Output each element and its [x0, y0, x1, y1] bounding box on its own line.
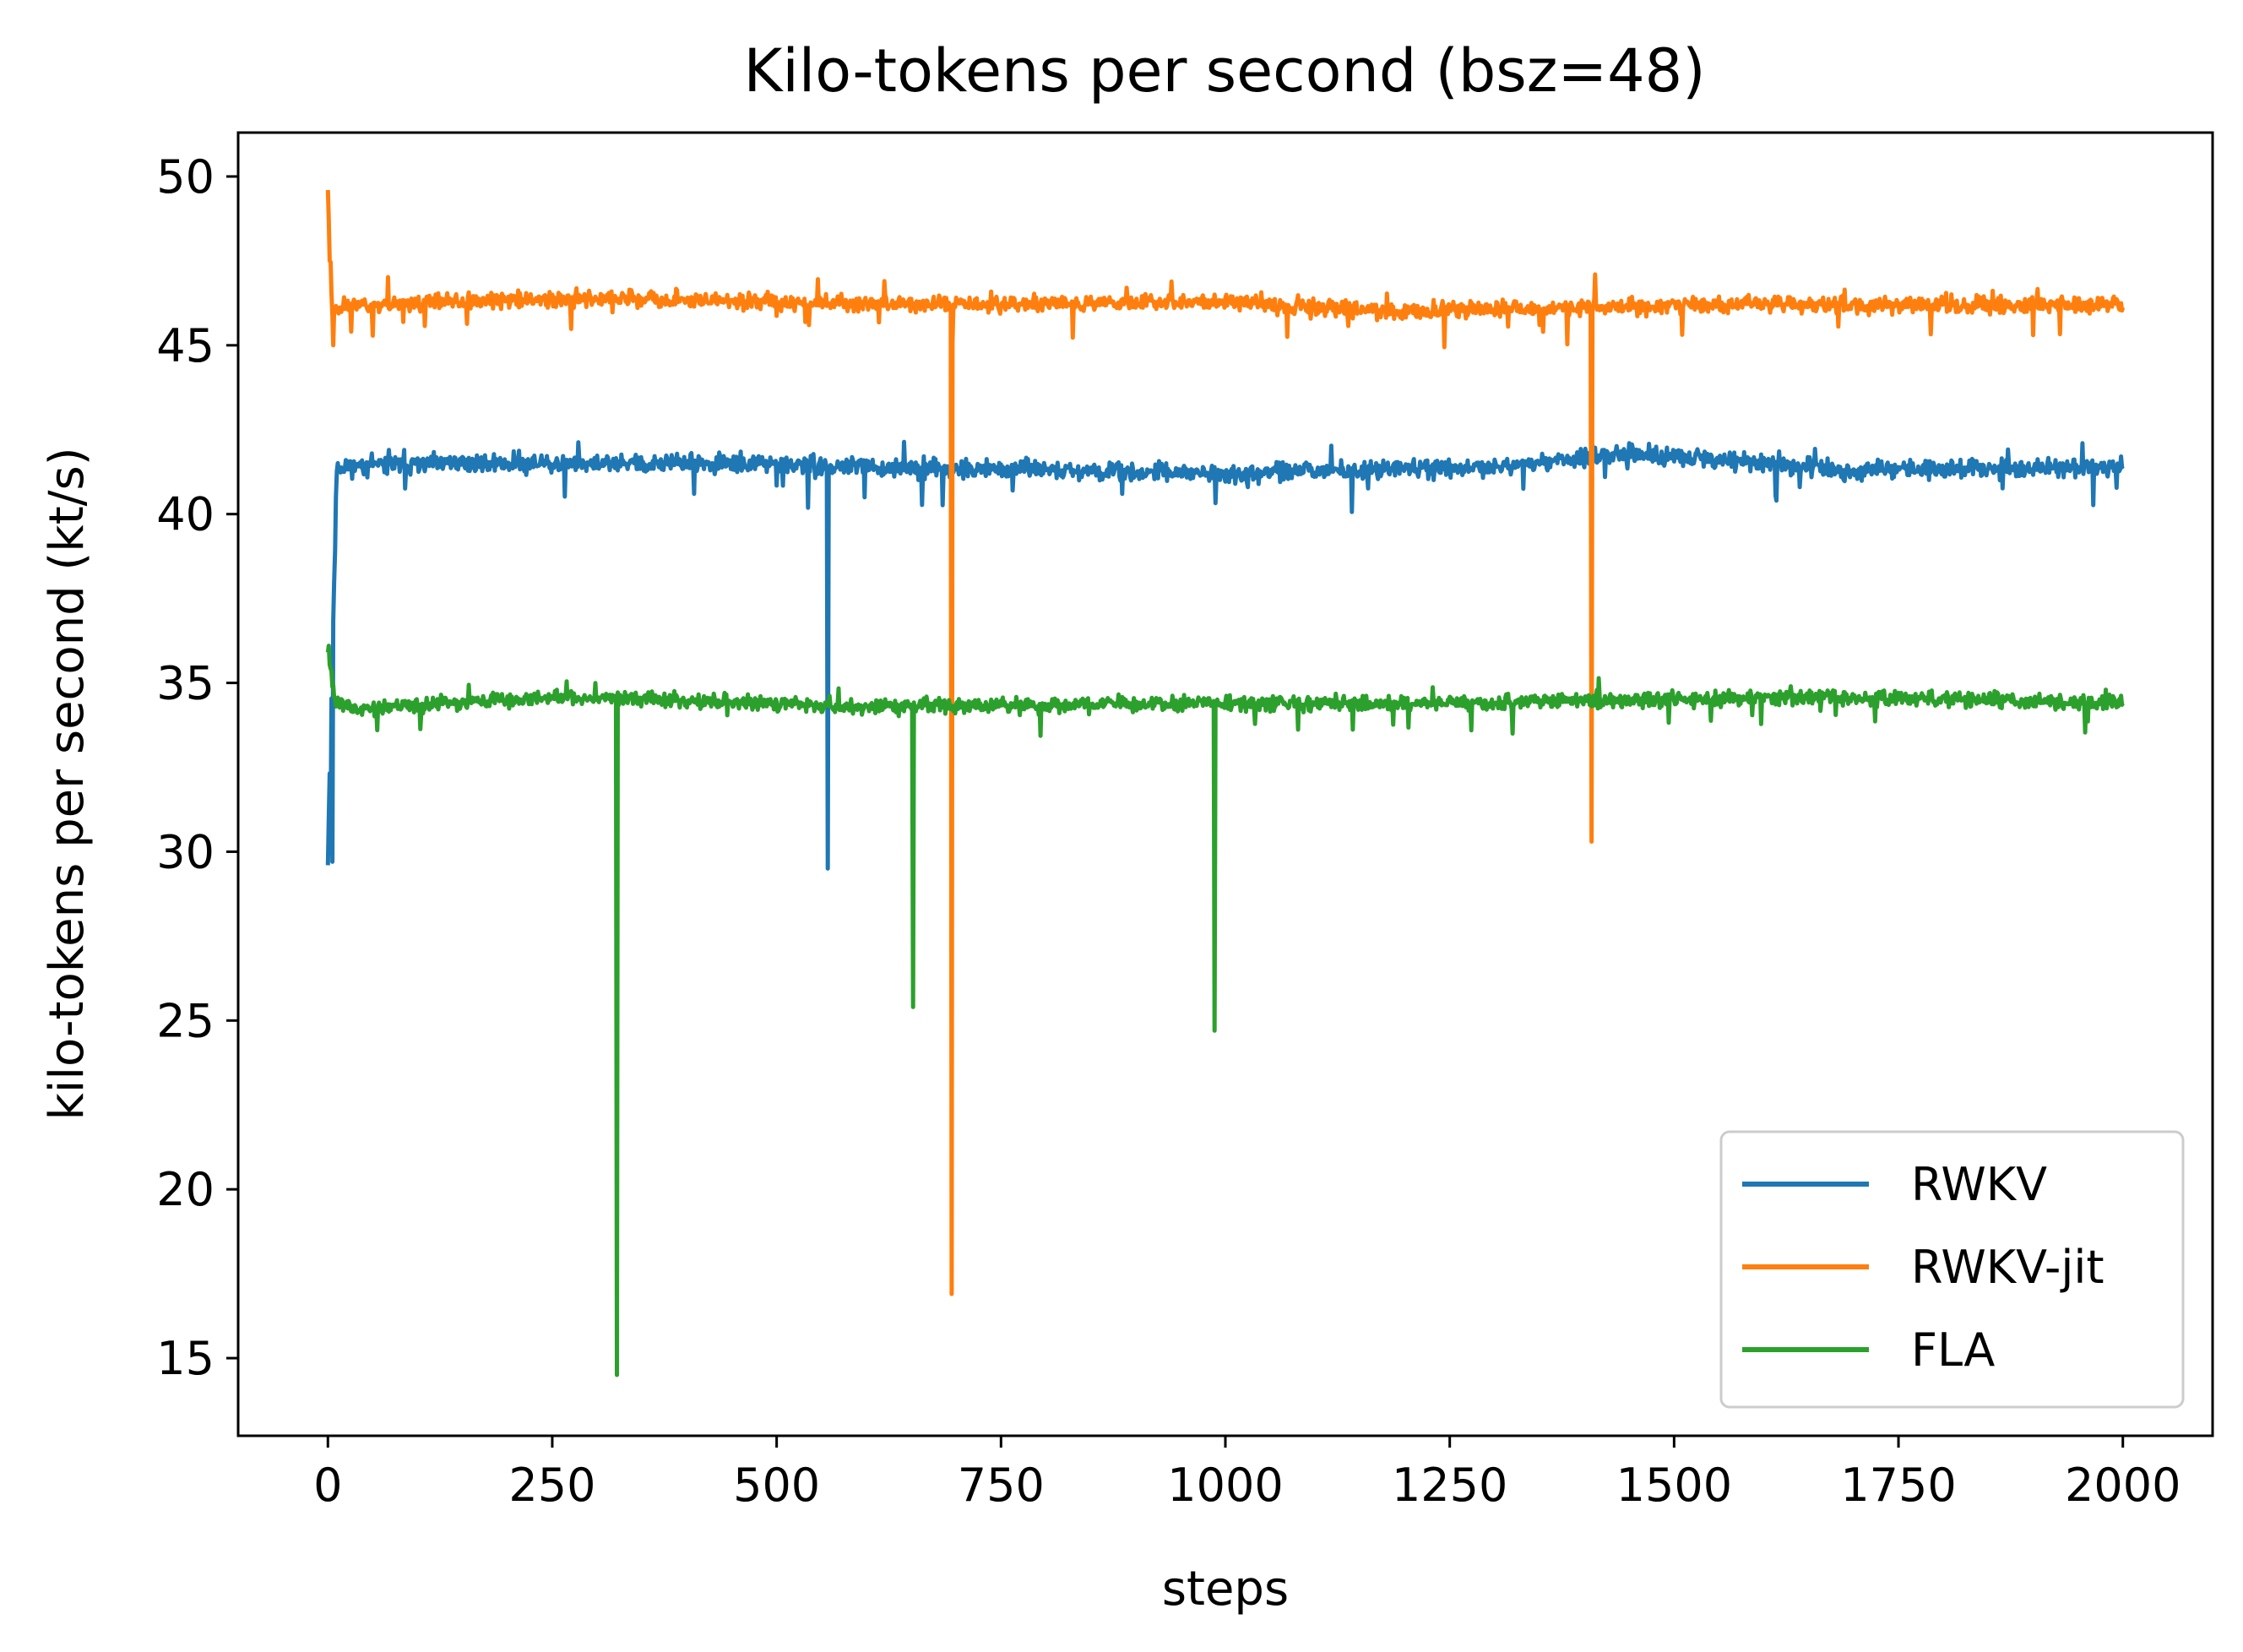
legend: RWKV RWKV-jit FLA [1719, 1130, 2185, 1409]
x-tick-label: 1750 [1840, 1459, 1956, 1512]
y-axis: 15 20 25 30 35 40 45 50 [156, 150, 238, 1385]
legend-label-rwkv: RWKV [1911, 1158, 2047, 1211]
x-tick-label: 1500 [1616, 1459, 1732, 1512]
series-group [325, 189, 2126, 1378]
y-tick-label: 45 [156, 319, 215, 372]
x-tick-label: 1000 [1167, 1459, 1283, 1512]
y-tick-label: 30 [156, 825, 215, 878]
y-tick-label: 25 [156, 994, 215, 1047]
x-axis: 0 250 500 750 1000 1250 1500 1750 2000 [313, 1436, 2181, 1512]
x-axis-label: steps [1162, 1562, 1289, 1617]
legend-label-rwkv-jit: RWKV-jit [1911, 1241, 2105, 1294]
x-tick-label: 250 [508, 1459, 595, 1512]
x-tick-label: 2000 [2065, 1459, 2181, 1512]
y-axis-label: kilo-tokens per second (kt/s) [40, 447, 95, 1120]
y-tick-label: 20 [156, 1163, 215, 1216]
x-tick-label: 750 [958, 1459, 1045, 1512]
series-line-rwkv-jit [325, 189, 2126, 1296]
series-line-rwkv [325, 439, 2125, 871]
x-tick-label: 0 [313, 1459, 342, 1512]
y-tick-label: 15 [156, 1332, 215, 1385]
y-tick-label: 50 [156, 150, 215, 204]
y-tick-label: 35 [156, 657, 215, 710]
legend-label-fla: FLA [1911, 1323, 1995, 1377]
chart-title: Kilo-tokens per second (bsz=48) [743, 36, 1705, 106]
x-tick-label: 1250 [1392, 1459, 1507, 1512]
y-tick-label: 40 [156, 488, 215, 541]
legend-box [1719, 1130, 2185, 1409]
series-line-fla [325, 644, 2125, 1378]
x-tick-label: 500 [733, 1459, 820, 1512]
